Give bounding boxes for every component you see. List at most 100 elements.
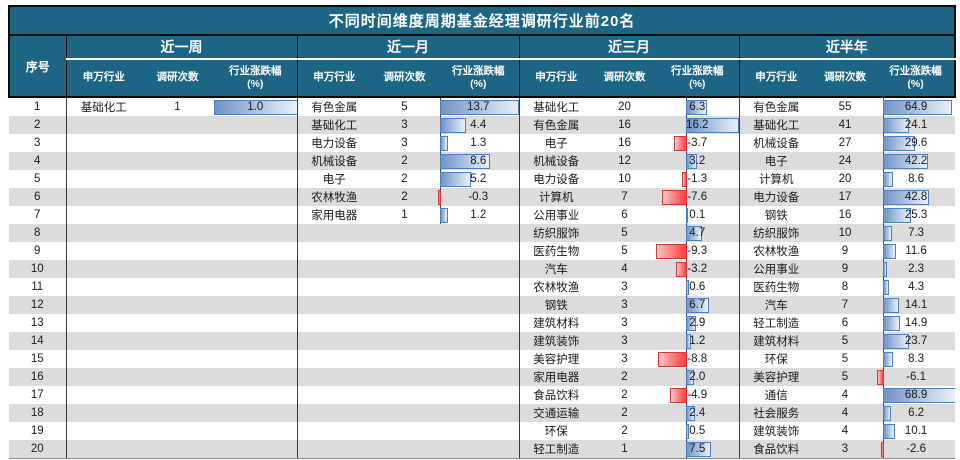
change-cell: 1.2 <box>656 332 739 350</box>
change-cell: 13.7 <box>438 97 519 116</box>
count-cell <box>141 440 214 459</box>
industry-cell: 家用电器 <box>296 206 371 224</box>
count-cell: 3 <box>621 317 628 329</box>
table-row: 9 医药生物 5 -9.3 农林牧渔 9 11.6 <box>9 242 955 260</box>
period-header-halfyear: 近半年 <box>738 35 957 60</box>
col-header-industry: 申万行业 <box>65 59 141 98</box>
count-cell <box>141 152 214 170</box>
period-header-month: 近一月 <box>296 35 519 60</box>
negative-data-bar <box>880 441 885 457</box>
change-value: 23.7 <box>904 335 928 347</box>
research-table: 不同时间维度周期基金经理调研行业前20名 序号 近一周 近一月 近三月 近半年 … <box>7 5 957 459</box>
period-header-row: 序号 近一周 近一月 近三月 近半年 <box>8 35 957 98</box>
change-cell: 64.9 <box>877 97 955 116</box>
industry-cell <box>296 386 371 404</box>
industry-cell: 有色金属 <box>738 97 813 116</box>
change-cell <box>438 242 519 260</box>
count-cell: 6 <box>841 317 849 329</box>
change-cell: 4.4 <box>438 116 519 134</box>
count-cell: 3 <box>621 353 628 365</box>
count-cell <box>141 368 214 386</box>
industry-cell <box>65 170 141 188</box>
table-title: 不同时间维度周期基金经理调研行业前20名 <box>7 5 957 36</box>
count-cell: 2 <box>371 152 438 170</box>
change-cell <box>214 206 297 224</box>
count-cell: 20 <box>618 101 631 113</box>
negative-data-bar <box>877 369 885 385</box>
industry-cell <box>296 350 371 368</box>
industry-cell: 基础化工 <box>65 97 141 116</box>
count-cell <box>141 350 214 368</box>
negative-data-bar <box>681 171 688 187</box>
change-cell <box>214 152 297 170</box>
count-cell: 2 <box>593 368 656 386</box>
count-cell: 24 <box>813 152 877 170</box>
table-row: 11 农林牧渔 3 0.6 医药生物 8 4.3 <box>9 278 955 296</box>
change-cell <box>438 314 519 332</box>
industry-cell: 轻工制造 <box>518 440 593 459</box>
industry-cell: 食品饮料 <box>738 440 813 459</box>
change-cell <box>214 386 297 404</box>
industry-cell: 公用事业 <box>518 206 593 224</box>
count-cell <box>371 242 438 260</box>
industry-cell <box>65 134 141 152</box>
change-cell: 8.3 <box>877 350 955 368</box>
change-cell: 4.3 <box>877 278 955 296</box>
positive-data-bar <box>883 297 900 313</box>
count-cell: 16 <box>618 137 631 149</box>
count-cell: 2 <box>593 404 656 422</box>
row-index: 14 <box>9 332 66 350</box>
positive-data-bar <box>686 99 708 115</box>
change-cell <box>214 314 297 332</box>
industry-cell: 美容护理 <box>738 368 813 386</box>
change-cell: 6.2 <box>877 404 956 422</box>
change-value: 16.2 <box>686 119 709 131</box>
positive-data-bar <box>686 333 691 349</box>
industry-cell <box>296 296 371 314</box>
count-cell <box>371 422 438 440</box>
change-value: 3.2 <box>689 155 706 167</box>
count-cell: 2 <box>621 425 628 437</box>
change-cell: 7.3 <box>877 224 956 242</box>
row-index: 10 <box>9 260 66 278</box>
change-cell <box>214 332 297 350</box>
positive-data-bar <box>883 423 895 439</box>
positive-data-bar <box>686 423 689 439</box>
change-value: 6.7 <box>689 299 706 311</box>
change-cell: 1.2 <box>438 206 519 224</box>
change-cell: 6.7 <box>656 296 739 314</box>
change-cell: 5.2 <box>438 170 519 188</box>
index-column-header: 序号 <box>8 35 66 98</box>
table-row: 19 环保 2 0.5 建筑装饰 4 10.1 <box>9 422 955 440</box>
count-cell: 1 <box>593 440 656 459</box>
count-cell: 5 <box>841 353 849 365</box>
industry-cell: 基础化工 <box>738 116 813 134</box>
change-value: 6.3 <box>689 101 706 113</box>
count-cell: 2 <box>371 188 438 206</box>
change-cell <box>214 134 297 152</box>
negative-data-bar <box>674 135 688 151</box>
count-cell: 16 <box>838 209 852 221</box>
change-value: 1.2 <box>470 209 487 221</box>
col-header-count: 调研次数 <box>371 59 438 98</box>
title-row: 不同时间维度周期基金经理调研行业前20名 <box>7 5 957 36</box>
row-index: 12 <box>9 296 66 314</box>
change-cell: -9.3 <box>656 242 739 260</box>
change-value: 29.6 <box>904 137 928 149</box>
positive-data-bar <box>883 99 952 115</box>
change-cell: 1.0 <box>214 97 297 116</box>
industry-cell: 电力设备 <box>296 134 371 152</box>
change-cell <box>438 368 519 386</box>
fund-manager-research-table: 不同时间维度周期基金经理调研行业前20名 序号 近一周 近一月 近三月 近半年 … <box>7 5 957 459</box>
change-value: 1.2 <box>689 335 706 347</box>
industry-cell: 计算机 <box>518 188 593 206</box>
change-cell <box>214 368 297 386</box>
negative-data-bar <box>656 243 688 259</box>
industry-cell: 建筑装饰 <box>518 332 593 350</box>
change-value: -8.8 <box>687 353 708 365</box>
positive-data-bar <box>883 225 892 241</box>
change-value: -3.2 <box>687 263 708 275</box>
industry-cell: 环保 <box>738 350 813 368</box>
change-value: -6.1 <box>906 371 926 383</box>
row-index: 2 <box>9 116 66 134</box>
